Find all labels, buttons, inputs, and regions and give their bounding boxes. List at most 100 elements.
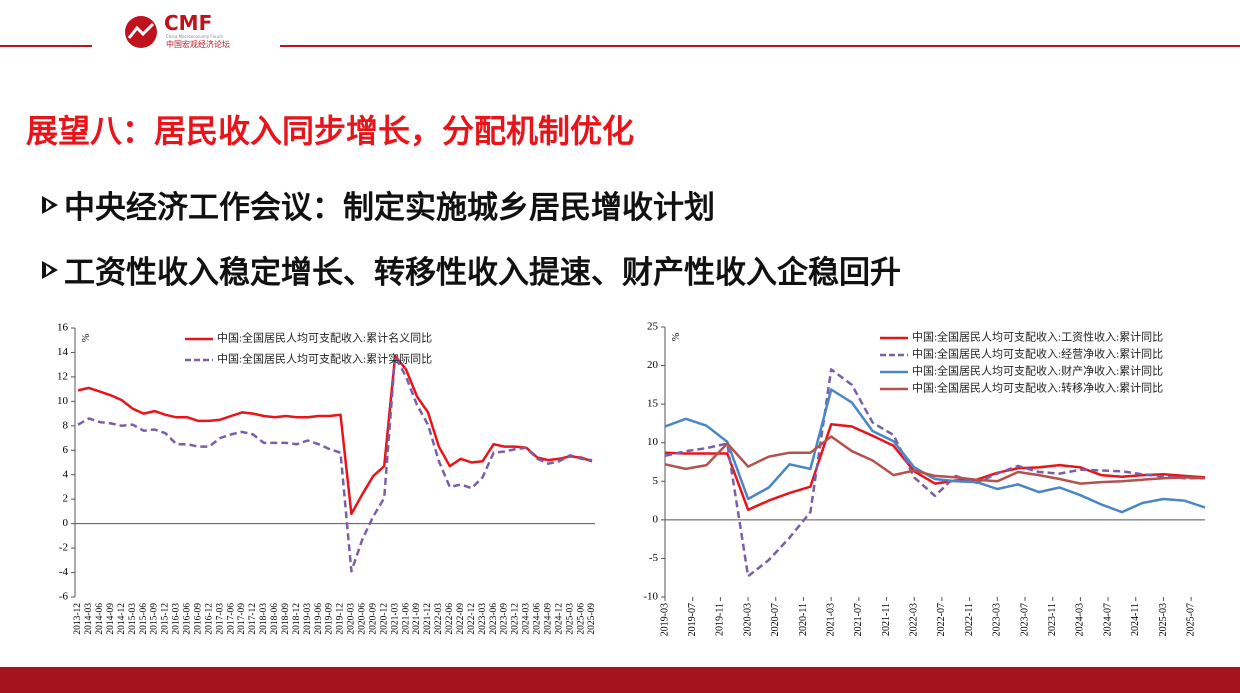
y-tick-label: -10: [643, 591, 658, 603]
x-tick-label: 2025-03: [1158, 603, 1169, 636]
series-line: [664, 388, 1206, 514]
y-tick-label: -4: [59, 566, 69, 578]
x-tick-label: 2024-12: [554, 603, 564, 635]
logo: CMF China Macroeconomy Forum 中国宏观经济论坛: [125, 11, 230, 49]
x-tick-label: 2013-12: [73, 603, 83, 635]
y-tick-label: -2: [59, 542, 68, 554]
x-tick-label: 2023-07: [1019, 603, 1030, 636]
x-tick-label: 2015-06: [139, 603, 149, 635]
x-tick-label: 2016-09: [193, 603, 203, 635]
legend-label: 中国:全国居民人均可支配收入:累计实际同比: [217, 352, 432, 366]
series-line: [77, 354, 593, 516]
series-line: [77, 354, 593, 573]
x-tick-label: 2021-07: [853, 603, 864, 636]
logo-brand: CMF: [164, 11, 212, 35]
x-tick-label: 2023-12: [511, 603, 521, 635]
x-tick-label: 2017-03: [215, 603, 225, 635]
x-tick-label: 2020-12: [379, 603, 389, 635]
x-tick-label: 2021-06: [401, 603, 411, 635]
x-tick-label: 2022-03: [434, 603, 444, 635]
x-tick-label: 2014-09: [106, 603, 116, 635]
x-tick-label: 2021-03: [390, 603, 400, 635]
bullet-text: 工资性收入稳定增长、转移性收入提速、财产性收入企稳回升: [64, 255, 901, 291]
x-tick-label: 2023-06: [489, 603, 499, 635]
x-tick-label: 2022-12: [467, 603, 477, 635]
y-tick-label: 8: [63, 419, 69, 431]
x-tick-label: 2015-03: [128, 603, 138, 635]
y-tick-label: 6: [63, 444, 69, 456]
y-tick-label: 4: [63, 468, 69, 480]
y-tick-label: -5: [649, 552, 659, 564]
x-tick-label: 2022-06: [445, 603, 455, 635]
x-tick-label: 2020-06: [358, 603, 368, 635]
x-tick-label: 2019-03: [659, 603, 670, 636]
footer-band: [0, 667, 1240, 693]
logo-subtitle-cn: 中国宏观经济论坛: [166, 39, 230, 49]
y-tick-label: 14: [57, 346, 69, 358]
y-tick-label: 0: [63, 517, 69, 529]
x-tick-label: 2017-09: [237, 603, 247, 635]
x-tick-label: 2016-06: [183, 603, 193, 635]
x-tick-label: 2025-03: [565, 603, 575, 635]
x-tick-label: 2024-11: [1130, 603, 1141, 636]
x-tick-label: 2024-06: [533, 603, 543, 635]
x-tick-label: 2024-09: [543, 603, 553, 635]
bullet-text: 中央经济工作会议：制定实施城乡居民增收计划: [64, 190, 715, 226]
x-tick-label: 2021-11: [881, 603, 892, 636]
x-tick-label: 2022-09: [456, 603, 466, 635]
x-tick-label: 2019-11: [715, 603, 726, 636]
y-tick-label: 10: [647, 436, 659, 448]
y-unit: %: [671, 333, 682, 341]
charts: 2013-12 2014-03 2014-06 2014-09 2014-12 2015-…: [57, 321, 1206, 636]
x-tick-label: 2021-03: [825, 603, 836, 636]
x-tick-label: 2021-12: [423, 603, 433, 635]
x-tick-label: 2019-06: [314, 603, 324, 635]
x-tick-label: 2019-12: [336, 603, 346, 635]
legend-label: 中国:全国居民人均可支配收入:累计名义同比: [217, 331, 432, 345]
y-tick-label: 5: [653, 475, 659, 487]
x-tick-label: 2016-03: [172, 603, 182, 635]
x-tick-label: 2017-12: [248, 603, 258, 635]
y-tick-label: 12: [57, 370, 68, 382]
x-tick-label: 2024-03: [522, 603, 532, 635]
bullet-icon: [42, 196, 58, 214]
x-tick-label: 2023-03: [478, 603, 488, 635]
legend-label: 中国:全国居民人均可支配收入:财产净收入:累计同比: [912, 364, 1163, 378]
x-tick-label: 2019-09: [325, 603, 335, 635]
x-tick-label: 2019-07: [687, 603, 698, 636]
x-tick-label: 2015-12: [161, 603, 171, 635]
x-tick-label: 2023-03: [992, 603, 1003, 636]
y-tick-label: 10: [57, 395, 69, 407]
legend-label: 中国:全国居民人均可支配收入:工资性收入:累计同比: [912, 330, 1163, 344]
x-tick-label: 2015-09: [150, 603, 160, 635]
x-tick-label: 2025-06: [576, 603, 586, 635]
x-tick-label: 2020-11: [798, 603, 809, 636]
series-line: [664, 368, 1205, 578]
x-tick-label: 2022-11: [964, 603, 975, 636]
y-tick-label: 15: [647, 398, 659, 410]
x-tick-label: 2017-06: [226, 603, 236, 635]
y-tick-label: -6: [59, 591, 69, 603]
y-tick-label: 20: [647, 359, 659, 371]
x-tick-label: 2020-07: [770, 603, 781, 636]
y-tick-label: 0: [653, 513, 659, 525]
series-line: [664, 422, 1206, 512]
x-tick-label: 2020-03: [742, 603, 753, 636]
x-tick-label: 2018-06: [270, 603, 280, 635]
x-tick-label: 2018-03: [259, 603, 269, 635]
y-tick-label: 25: [647, 321, 659, 333]
x-tick-label: 2023-11: [1047, 603, 1058, 636]
legend-label: 中国:全国居民人均可支配收入:转移净收入:累计同比: [912, 381, 1163, 395]
logo-arrow: [127, 22, 155, 39]
legend-label: 中国:全国居民人均可支配收入:经营净收入:累计同比: [912, 347, 1163, 361]
x-tick-label: 2018-09: [281, 603, 291, 635]
x-tick-label: 2025-07: [1185, 603, 1196, 636]
y-tick-label: 16: [57, 322, 69, 334]
x-tick-label: 2025-09: [587, 603, 597, 635]
slide-title: 展望八：居民收入同步增长，分配机制优化: [26, 112, 634, 150]
x-tick-label: 2014-03: [84, 603, 94, 635]
bullet-icon: [42, 261, 58, 279]
x-tick-label: 2020-03: [347, 603, 357, 635]
x-tick-label: 2022-03: [909, 603, 920, 636]
